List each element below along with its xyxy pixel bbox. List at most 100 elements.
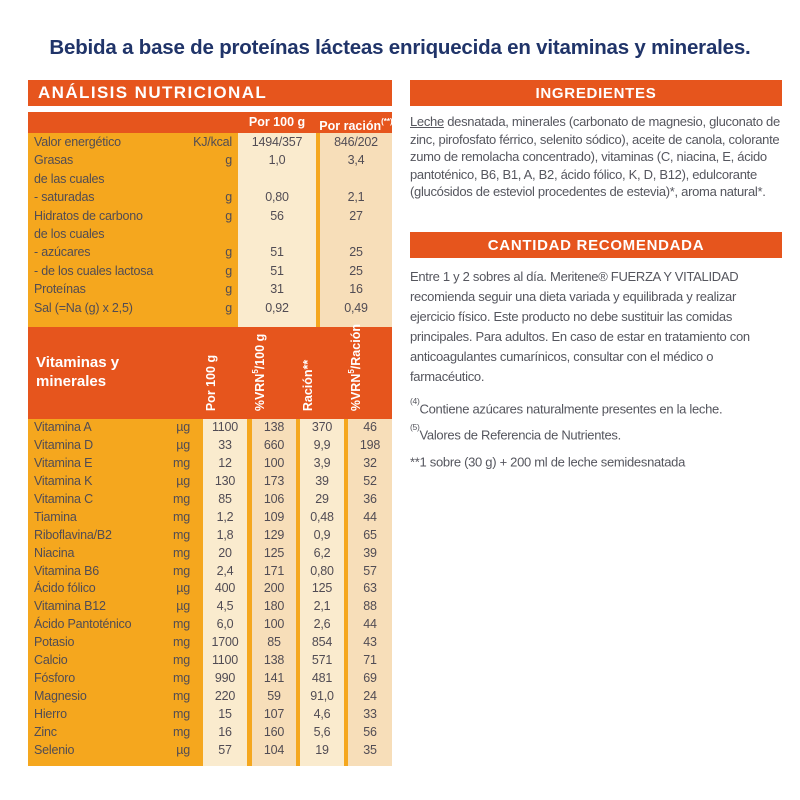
value-per-100g: 57: [218, 742, 232, 757]
column-header-per-racion-text: Por ración: [319, 119, 382, 134]
value-per-racion: 2,1: [313, 599, 331, 614]
value-vrn-per-racion: 71: [363, 653, 377, 668]
value-vrn-per-100g: 200: [263, 581, 285, 596]
value-per-racion: 27: [349, 208, 363, 223]
table-row: Proteínas g 31 16: [28, 280, 392, 298]
nutrient-unit: mg: [173, 653, 190, 668]
nutrient-label: Vitamina E: [34, 455, 93, 470]
nutrient-unit: µg: [176, 420, 190, 434]
value-vrn-per-100g: 180: [263, 599, 285, 614]
table-row: Valor energético KJ/kcal 1494/357 846/20…: [28, 133, 392, 151]
value-per-racion: 6,2: [313, 545, 331, 560]
value-vrn-per-100g: 109: [263, 509, 285, 524]
table-row: Fósforo mg 990 141 481 69: [28, 670, 392, 688]
table-row: Niacina mg 20 125 6,2 39: [28, 545, 392, 563]
table-row: de las cuales: [28, 170, 392, 188]
value-vrn-per-100g: 138: [263, 420, 285, 434]
nutrient-unit: mg: [173, 671, 190, 686]
nutrient-label: Magnesio: [34, 689, 87, 704]
nutrition-panel: ANÁLISIS NUTRICIONAL Por 100 g Por ració…: [28, 80, 393, 766]
nutrient-label: - de los cuales lactosa: [34, 263, 154, 278]
table-row: Ácido fólico µg 400 200 125 63: [28, 580, 392, 598]
nutrient-unit: KJ/kcal: [193, 135, 232, 149]
nutrient-label: Vitamina B12: [34, 599, 106, 614]
value-vrn-per-100g: 171: [263, 563, 285, 578]
value-vrn-per-100g: 660: [263, 437, 285, 452]
nutrient-unit: mg: [173, 545, 190, 560]
value-per-100g: 0,92: [265, 300, 289, 315]
value-per-100g: 1100: [211, 420, 239, 434]
value-vrn-per-100g: 85: [267, 635, 281, 650]
nutrient-label: Vitamina K: [34, 473, 93, 488]
nutrient-label: de los cuales: [34, 226, 105, 241]
value-vrn-per-racion: 46: [363, 420, 377, 434]
nutrient-label: Grasas: [34, 153, 74, 168]
value-column-band: [300, 419, 344, 766]
vitamins-header-row: Vitaminas y minerales Por 100 g %VRN5/10…: [28, 323, 392, 419]
table-row: Tiamina mg 1,2 109 0,48 44: [28, 509, 392, 527]
value-vrn-per-100g: 106: [263, 491, 285, 506]
value-per-racion: 25: [349, 263, 363, 278]
ingredients-lead-word: Leche: [410, 114, 444, 129]
value-per-racion: 571: [311, 653, 333, 668]
value-vrn-per-100g: 100: [263, 617, 285, 632]
value-per-racion: 481: [311, 671, 333, 686]
value-vrn-per-100g: 59: [267, 689, 281, 704]
value-vrn-per-racion: 35: [363, 742, 377, 757]
table-row: Potasio mg 1700 85 854 43: [28, 634, 392, 652]
ingredients-text: Leche desnatada, minerales (carbonato de…: [410, 113, 782, 201]
table-row: Grasas g 1,0 3,4: [28, 151, 392, 169]
value-per-100g: 220: [214, 689, 236, 704]
nutrient-unit: µg: [176, 437, 190, 452]
nutrient-unit: g: [225, 263, 232, 278]
value-per-racion: 19: [315, 742, 329, 757]
value-vrn-per-racion: 198: [359, 437, 381, 452]
value-column-band: [348, 419, 392, 766]
footnote-vrn: (5)Valores de Referencia de Nutrientes.: [410, 422, 621, 443]
value-vrn-per-racion: 65: [363, 527, 377, 542]
macro-header-row: Por 100 g Por ración(**): [28, 112, 393, 134]
rotated-column-header-racion: Ración**: [301, 359, 315, 411]
nutrient-unit: mg: [173, 689, 190, 704]
value-per-100g: 1494/357: [251, 135, 303, 149]
value-per-100g: 1,8: [216, 527, 234, 542]
value-column-band: [320, 133, 392, 327]
value-per-100g: 85: [218, 491, 232, 506]
table-row: Zinc mg 16 160 5,6 56: [28, 724, 392, 742]
value-vrn-per-100g: 138: [263, 653, 285, 668]
nutrient-label: Fósforo: [34, 671, 75, 686]
value-vrn-per-100g: 141: [263, 671, 285, 686]
nutrient-label: Selenio: [34, 742, 75, 757]
nutrient-unit: µg: [176, 599, 190, 614]
table-row: Hierro mg 15 107 4,6 33: [28, 706, 392, 724]
nutrition-table: Por 100 g Por ración(**) Valor energétic…: [28, 112, 393, 766]
value-per-racion: 2,1: [347, 190, 365, 205]
rotated-column-header-vrn-racion: %VRN5/Ración: [346, 323, 363, 411]
table-row: Hidratos de carbono g 56 27: [28, 207, 392, 225]
nutrient-label: Ácido Pantoténico: [34, 617, 132, 632]
value-per-100g: 1100: [211, 653, 239, 668]
nutrient-label: Riboflavina/B2: [34, 527, 112, 542]
vitamins-minerals-section: Vitamina A µg 1100 138 370 46 Vitamina D…: [28, 419, 392, 766]
vitamins-section-title: Vitaminas y minerales: [36, 353, 119, 391]
value-vrn-per-100g: 125: [263, 545, 285, 560]
ingredients-title: INGREDIENTES: [535, 84, 657, 102]
value-per-racion: 39: [315, 473, 329, 488]
nutrient-unit: mg: [173, 707, 190, 721]
table-row: - de los cuales lactosa g 51 25: [28, 262, 392, 280]
value-vrn-per-racion: 33: [363, 707, 377, 721]
ingredients-body-text: desnatada, minerales (carbonato de magne…: [410, 114, 780, 200]
value-per-racion: 25: [349, 245, 363, 260]
value-per-100g: 990: [214, 671, 236, 686]
value-per-racion: 854: [311, 635, 333, 650]
value-per-racion: 3,9: [313, 455, 331, 470]
value-column-band: [203, 419, 247, 766]
value-vrn-per-100g: 107: [263, 707, 285, 721]
value-vrn-per-racion: 24: [363, 689, 377, 704]
nutrient-label: Vitamina C: [34, 491, 93, 506]
value-vrn-per-racion: 56: [363, 724, 377, 739]
nutrient-label: Hierro: [34, 707, 67, 721]
recommended-amount-text: Entre 1 y 2 sobres al día. Meritene® FUE…: [410, 269, 750, 384]
value-per-racion: 0,80: [310, 563, 334, 578]
vitamins-title-line2: minerales: [36, 373, 107, 390]
